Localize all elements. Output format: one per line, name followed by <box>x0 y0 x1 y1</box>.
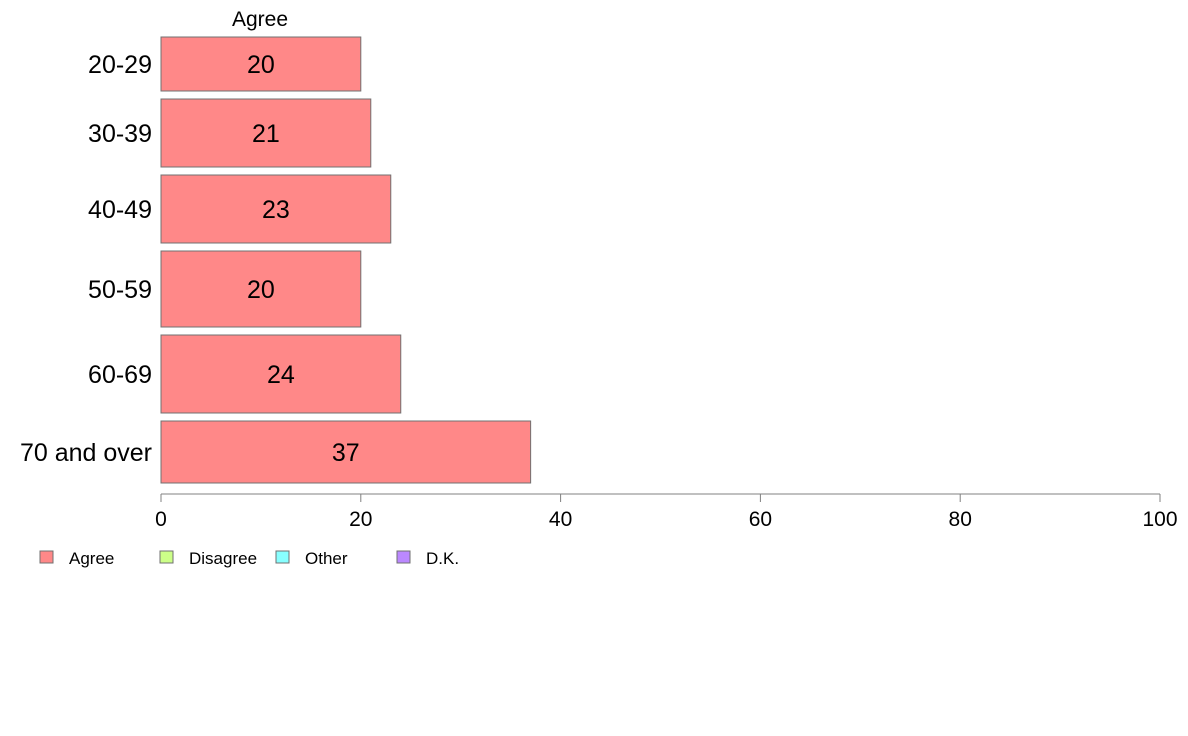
category-label: 40-49 <box>88 196 152 224</box>
legend-label: Other <box>305 549 348 568</box>
legend-label: D.K. <box>426 549 459 568</box>
legend: Agree Disagree Other D.K. <box>39 549 459 568</box>
legend-swatch <box>396 550 411 564</box>
bar <box>160 334 402 414</box>
bar-value-label: 21 <box>252 120 280 148</box>
legend-swatch <box>159 550 174 564</box>
bar <box>160 98 372 168</box>
bar-value-label: 20 <box>247 276 275 304</box>
bar-value-label: 23 <box>262 196 290 224</box>
category-label: 50-59 <box>88 276 152 304</box>
x-tick-label: 0 <box>155 508 167 531</box>
x-tick-label: 80 <box>949 508 972 531</box>
series-header: Agree <box>232 8 288 31</box>
bar <box>160 174 392 244</box>
legend-swatch <box>39 550 54 564</box>
x-tick-label: 20 <box>349 508 372 531</box>
legend-swatch <box>275 550 290 564</box>
bar <box>160 250 362 328</box>
x-tick-label: 100 <box>1142 508 1177 531</box>
legend-label: Disagree <box>189 549 257 568</box>
bar-value-label: 24 <box>267 361 295 389</box>
category-label: 20-29 <box>88 51 152 79</box>
category-label: 60-69 <box>88 361 152 389</box>
bar <box>160 36 362 92</box>
x-tick-label: 60 <box>749 508 772 531</box>
category-label: 70 and over <box>20 439 152 467</box>
bar <box>160 420 532 484</box>
legend-label: Agree <box>69 549 114 568</box>
bar-value-label: 37 <box>332 439 360 467</box>
category-label: 30-39 <box>88 120 152 148</box>
x-axis: 0 20 40 60 80 100 <box>155 493 1178 531</box>
bars-group: 20-29 20 30-39 21 40-49 23 50-59 20 60-69 24 70 an… <box>20 36 532 484</box>
x-tick-label: 40 <box>549 508 572 531</box>
bar-value-label: 20 <box>247 51 275 79</box>
